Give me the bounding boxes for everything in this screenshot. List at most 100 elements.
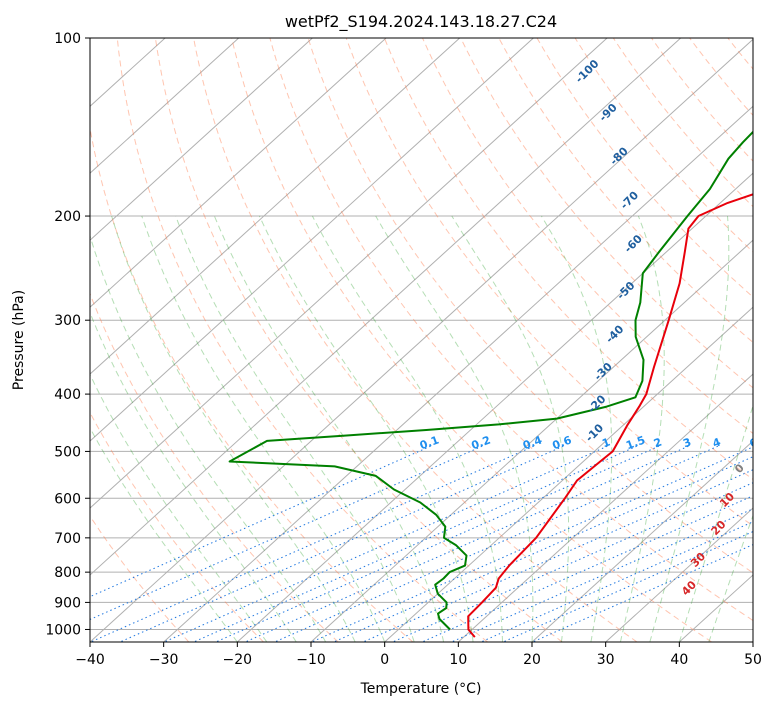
isotherm-line: [236, 172, 753, 642]
y-tick-label: 1000: [45, 622, 81, 638]
isopleth-labels: -100-90-80-70-60-50-40-30-20-100.1 0.2 0.4…: [418, 57, 753, 598]
dry-adiabat-line: [727, 38, 753, 70]
isotherm-grid: [90, 38, 753, 642]
dry-adiabat-line: [231, 38, 712, 642]
dry-adiabat-line: [90, 292, 339, 642]
x-tick-label: 30: [597, 652, 615, 668]
mixing-ratio-line: [273, 445, 719, 642]
x-tick-label: 50: [744, 652, 762, 668]
profile-series: [228, 130, 753, 638]
mixing-ratio-line: [192, 445, 638, 642]
dry-adiabat-label: -60: [622, 232, 645, 255]
dry-adiabat-line: [766, 38, 775, 642]
moist-adiabat-line: [540, 215, 613, 642]
moist-adiabat-label: 40: [679, 578, 699, 598]
x-tick-label: −10: [296, 652, 326, 668]
dry-adiabat-line: [689, 38, 753, 117]
series-line: [467, 193, 753, 638]
dry-adiabat-label: -20: [585, 392, 608, 415]
dry-adiabat-line: [345, 38, 753, 527]
moist-adiabat-line: [213, 215, 445, 642]
mixing-ratio-label: 3: [681, 436, 693, 451]
moist-adiabat-label: 30: [688, 550, 708, 570]
plot-frame: [89, 37, 754, 643]
mixing-ratio-line: [361, 469, 753, 642]
mixing-ratio-line: [90, 445, 534, 642]
moist-adiabat-line: [90, 311, 297, 642]
y-tick-label: 600: [54, 491, 81, 507]
mixing-ratio-line: [391, 482, 753, 642]
isotherm-line: [457, 373, 753, 642]
isotherm-line: [531, 440, 753, 642]
isotherm-line: [384, 306, 753, 642]
mixing-ratio-line: [479, 521, 753, 642]
isobar-grid: [90, 38, 753, 630]
moist-adiabat-line: [90, 373, 268, 642]
x-tick-label: 0: [380, 652, 389, 668]
mixing-ratio-label: 4: [711, 435, 723, 450]
dry-adiabat-line: [536, 38, 753, 298]
moist-adiabat-line: [619, 215, 665, 642]
mixing-ratio-label: 0.2: [470, 433, 493, 452]
isotherm-line: [90, 38, 608, 509]
chart-title: wetPf2_S194.2024.143.18.27.C24: [285, 12, 557, 32]
dry-adiabat-label: -50: [614, 279, 637, 302]
x-axis-label: Temperature (°C): [360, 681, 482, 697]
moist-adiabat-line: [258, 215, 474, 642]
x-tick-label: 40: [670, 652, 688, 668]
mixing-ratio-label: 0.6: [551, 433, 574, 452]
mixing-ratio-line: [90, 445, 431, 598]
isotherm-line: [90, 38, 682, 576]
mixing-ratio-lines: [90, 445, 753, 642]
y-tick-label: 400: [54, 387, 81, 403]
mixing-ratio-label: 1.5: [624, 433, 647, 452]
y-tick-label: 900: [54, 595, 81, 611]
isotherm-line: [605, 507, 753, 642]
dry-adiabat-line: [90, 125, 414, 642]
y-tick-label: 300: [54, 313, 81, 329]
mixing-ratio-line: [332, 456, 753, 642]
dry-adiabat-label: -90: [597, 101, 620, 124]
dry-adiabat-label: -30: [592, 360, 615, 383]
mixing-ratio-label: 0.4: [521, 433, 544, 452]
moist-adiabat-label: 10: [717, 490, 737, 510]
moist-adiabat-line: [375, 215, 534, 642]
mixing-ratio-line: [310, 446, 753, 642]
dry-adiabat-line: [90, 515, 190, 642]
isotherm-line: [90, 38, 313, 241]
y-axis: 100 200 300 400 500 600 700 800 900 1000: [45, 31, 90, 638]
dry-adiabat-label: -40: [603, 322, 626, 345]
mixing-ratio-label: 1: [600, 436, 612, 451]
y-tick-label: 500: [54, 444, 81, 460]
dry-adiabat-line: [269, 38, 753, 622]
dry-adiabat-line: [193, 38, 638, 642]
moist-adiabat-line: [708, 514, 753, 642]
moist-adiabat-line: [141, 215, 386, 642]
mixing-ratio-line: [450, 508, 753, 642]
moist-adiabat-line: [451, 215, 570, 642]
moist-adiabat-line: [90, 234, 327, 642]
mixing-ratio-line: [501, 531, 753, 642]
mixing-ratio-line: [420, 495, 753, 642]
moist-adiabat-line: [90, 426, 238, 642]
mixing-ratio-line: [244, 445, 689, 642]
isotherm-line: [163, 105, 753, 642]
x-tick-label: −30: [149, 652, 179, 668]
dry-adiabat-label: -100: [573, 57, 602, 86]
moist-adiabat-line: [111, 215, 356, 642]
isotherm-line: [752, 641, 753, 642]
isotherm-line: [678, 574, 753, 642]
mixing-ratio-line: [118, 445, 564, 642]
moist-adiabat-line: [175, 215, 415, 642]
mixing-ratio-line: [531, 544, 753, 642]
y-tick-label: 100: [54, 31, 81, 47]
isotherm-line: [90, 38, 753, 642]
moist-adiabat-line: [311, 215, 503, 642]
series-line: [228, 130, 753, 631]
mixing-ratio-line: [162, 445, 608, 642]
y-tick-label: 800: [54, 565, 81, 581]
dry-adiabats: [90, 38, 775, 642]
x-axis: −40 −30 −20 −10 0 10 20 30 40 50: [75, 642, 762, 668]
isotherm-line: [90, 38, 534, 442]
